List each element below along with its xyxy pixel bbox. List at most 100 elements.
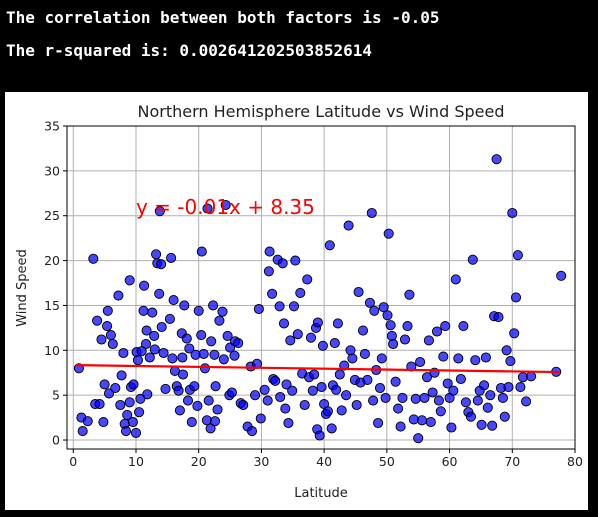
data-point xyxy=(196,330,207,341)
data-point xyxy=(332,318,343,329)
data-point xyxy=(124,397,135,408)
data-point xyxy=(156,321,167,333)
data-point xyxy=(96,334,107,345)
data-point xyxy=(280,403,291,414)
y-tick-label: 0 xyxy=(52,433,60,448)
data-point xyxy=(141,325,152,336)
data-point xyxy=(174,405,185,416)
data-point xyxy=(274,301,285,312)
regression-line-group xyxy=(76,364,560,374)
data-point xyxy=(336,405,347,416)
data-point xyxy=(376,353,387,364)
x-tick-label: 80 xyxy=(567,454,583,469)
data-point xyxy=(210,381,221,392)
x-tick-label: 30 xyxy=(253,454,269,469)
data-point xyxy=(130,427,142,438)
data-point xyxy=(314,430,325,441)
data-point xyxy=(151,249,162,260)
scatter-figure: 0 10 20 30 40 50 60 70 80 0 5 10 15 20 25 30 35 y = -0.0… xyxy=(5,92,588,510)
data-point xyxy=(139,280,150,291)
data-point xyxy=(453,353,464,364)
data-point xyxy=(192,400,203,411)
data-point xyxy=(343,220,354,231)
data-point xyxy=(77,426,88,437)
data-point xyxy=(181,333,192,344)
data-point xyxy=(246,426,258,437)
data-point xyxy=(359,348,370,359)
data-point xyxy=(299,399,310,411)
data-point xyxy=(364,297,375,308)
data-point xyxy=(173,385,184,396)
data-point xyxy=(397,392,408,403)
data-point xyxy=(264,246,275,257)
data-point xyxy=(329,338,340,349)
y-axis-label: Wind Speed xyxy=(15,249,30,327)
data-point xyxy=(353,286,364,298)
data-point xyxy=(357,325,369,336)
data-point xyxy=(458,321,469,332)
data-point xyxy=(413,433,424,444)
data-point xyxy=(255,413,266,424)
data-point xyxy=(526,371,537,382)
data-point xyxy=(179,300,190,311)
output-console: The correlation between both factors is … xyxy=(0,0,598,88)
data-point xyxy=(202,203,213,214)
data-point xyxy=(127,417,138,428)
data-point xyxy=(491,154,502,165)
data-point xyxy=(515,382,526,393)
x-tick-label: 50 xyxy=(379,454,395,469)
data-point xyxy=(395,421,406,432)
data-point xyxy=(135,393,146,404)
data-point xyxy=(158,347,169,359)
data-point xyxy=(238,399,249,411)
data-point xyxy=(425,417,436,428)
data-point xyxy=(433,395,444,406)
data-point xyxy=(472,395,483,406)
data-point xyxy=(479,380,490,391)
data-point xyxy=(222,330,233,341)
data-point xyxy=(509,328,520,339)
data-point xyxy=(316,382,327,393)
data-point xyxy=(427,387,438,398)
data-point xyxy=(198,348,209,359)
data-point xyxy=(347,353,358,364)
axis-ticks: 0 10 20 30 40 50 60 70 80 0 5 10 15 20 25 30 35 xyxy=(44,119,583,470)
data-point xyxy=(404,289,415,300)
data-point xyxy=(499,411,510,422)
data-point xyxy=(322,406,333,417)
data-point xyxy=(331,384,342,395)
data-point xyxy=(154,288,165,299)
data-point xyxy=(290,255,301,266)
data-point xyxy=(209,349,220,360)
y-tick-label: 35 xyxy=(44,119,60,134)
data-point xyxy=(521,396,532,407)
x-tick-label: 70 xyxy=(504,454,520,469)
data-point xyxy=(113,290,124,301)
data-point xyxy=(229,350,240,361)
data-point xyxy=(189,381,200,392)
data-point xyxy=(366,207,377,219)
data-point xyxy=(285,335,296,346)
plot-frame xyxy=(66,125,576,450)
r-squared-output: The r-squared is: 0.002641202503852614 xyxy=(6,41,373,60)
data-point xyxy=(442,378,453,389)
x-tick-label: 20 xyxy=(191,454,207,469)
data-point xyxy=(208,300,219,311)
data-point xyxy=(115,399,126,411)
regression-equation-annotation: y = -0.01x + 8.35 xyxy=(136,195,315,219)
data-point xyxy=(510,292,522,303)
data-point xyxy=(226,387,237,398)
data-point xyxy=(199,363,211,374)
data-point xyxy=(196,246,207,257)
data-point xyxy=(263,266,274,277)
data-point xyxy=(105,330,116,341)
data-point xyxy=(465,411,476,422)
data-point xyxy=(402,321,413,332)
data-point xyxy=(485,390,496,401)
data-point xyxy=(250,390,261,401)
data-point xyxy=(448,385,459,396)
data-point xyxy=(470,355,481,366)
data-point xyxy=(292,329,303,340)
data-point xyxy=(82,416,93,427)
data-point xyxy=(493,312,504,323)
